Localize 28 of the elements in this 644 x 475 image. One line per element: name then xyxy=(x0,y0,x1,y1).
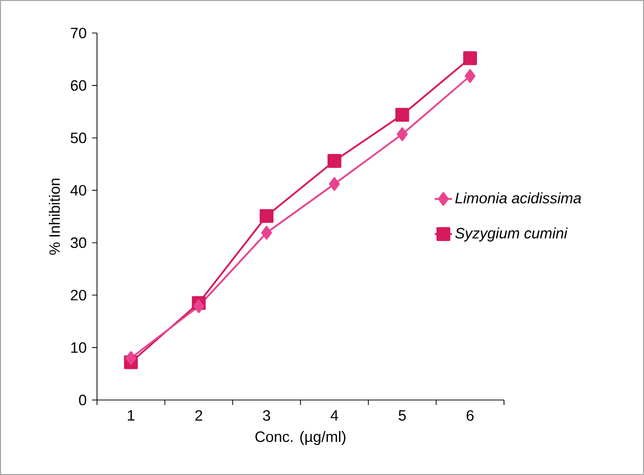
point xyxy=(395,108,410,122)
y-tick-label: 40 xyxy=(70,184,86,196)
y-tick-label: 70 xyxy=(70,28,86,38)
point xyxy=(329,177,340,191)
x-tick-label: 4 xyxy=(330,410,338,421)
point xyxy=(261,226,272,240)
y-tick-label: 60 xyxy=(70,80,86,91)
x-tick-label: 1 xyxy=(128,410,134,421)
x-tick-label: 6 xyxy=(466,410,474,421)
y-tick-label: 0 xyxy=(79,394,86,406)
point xyxy=(260,209,274,223)
point xyxy=(396,127,408,142)
x-tick-label: 3 xyxy=(262,410,270,421)
point xyxy=(193,299,204,314)
y-tick-label: 10 xyxy=(71,342,86,353)
x-tick-label: 2 xyxy=(195,410,202,421)
y-tick-label: 20 xyxy=(70,290,86,300)
x-axis-title: Conc. (µg/ml) xyxy=(255,431,346,445)
point xyxy=(464,69,476,83)
y-tick-label: 30 xyxy=(70,237,86,248)
y-axis-title: % Inhibition xyxy=(48,178,60,255)
point xyxy=(463,51,477,66)
y-tick-label: 50 xyxy=(70,132,86,144)
point xyxy=(126,351,136,365)
point xyxy=(328,154,342,168)
legend-label: Limonia acidissima xyxy=(455,192,581,204)
legend-label: Syzygium cumini xyxy=(455,228,568,242)
x-tick-label: 5 xyxy=(398,410,406,421)
